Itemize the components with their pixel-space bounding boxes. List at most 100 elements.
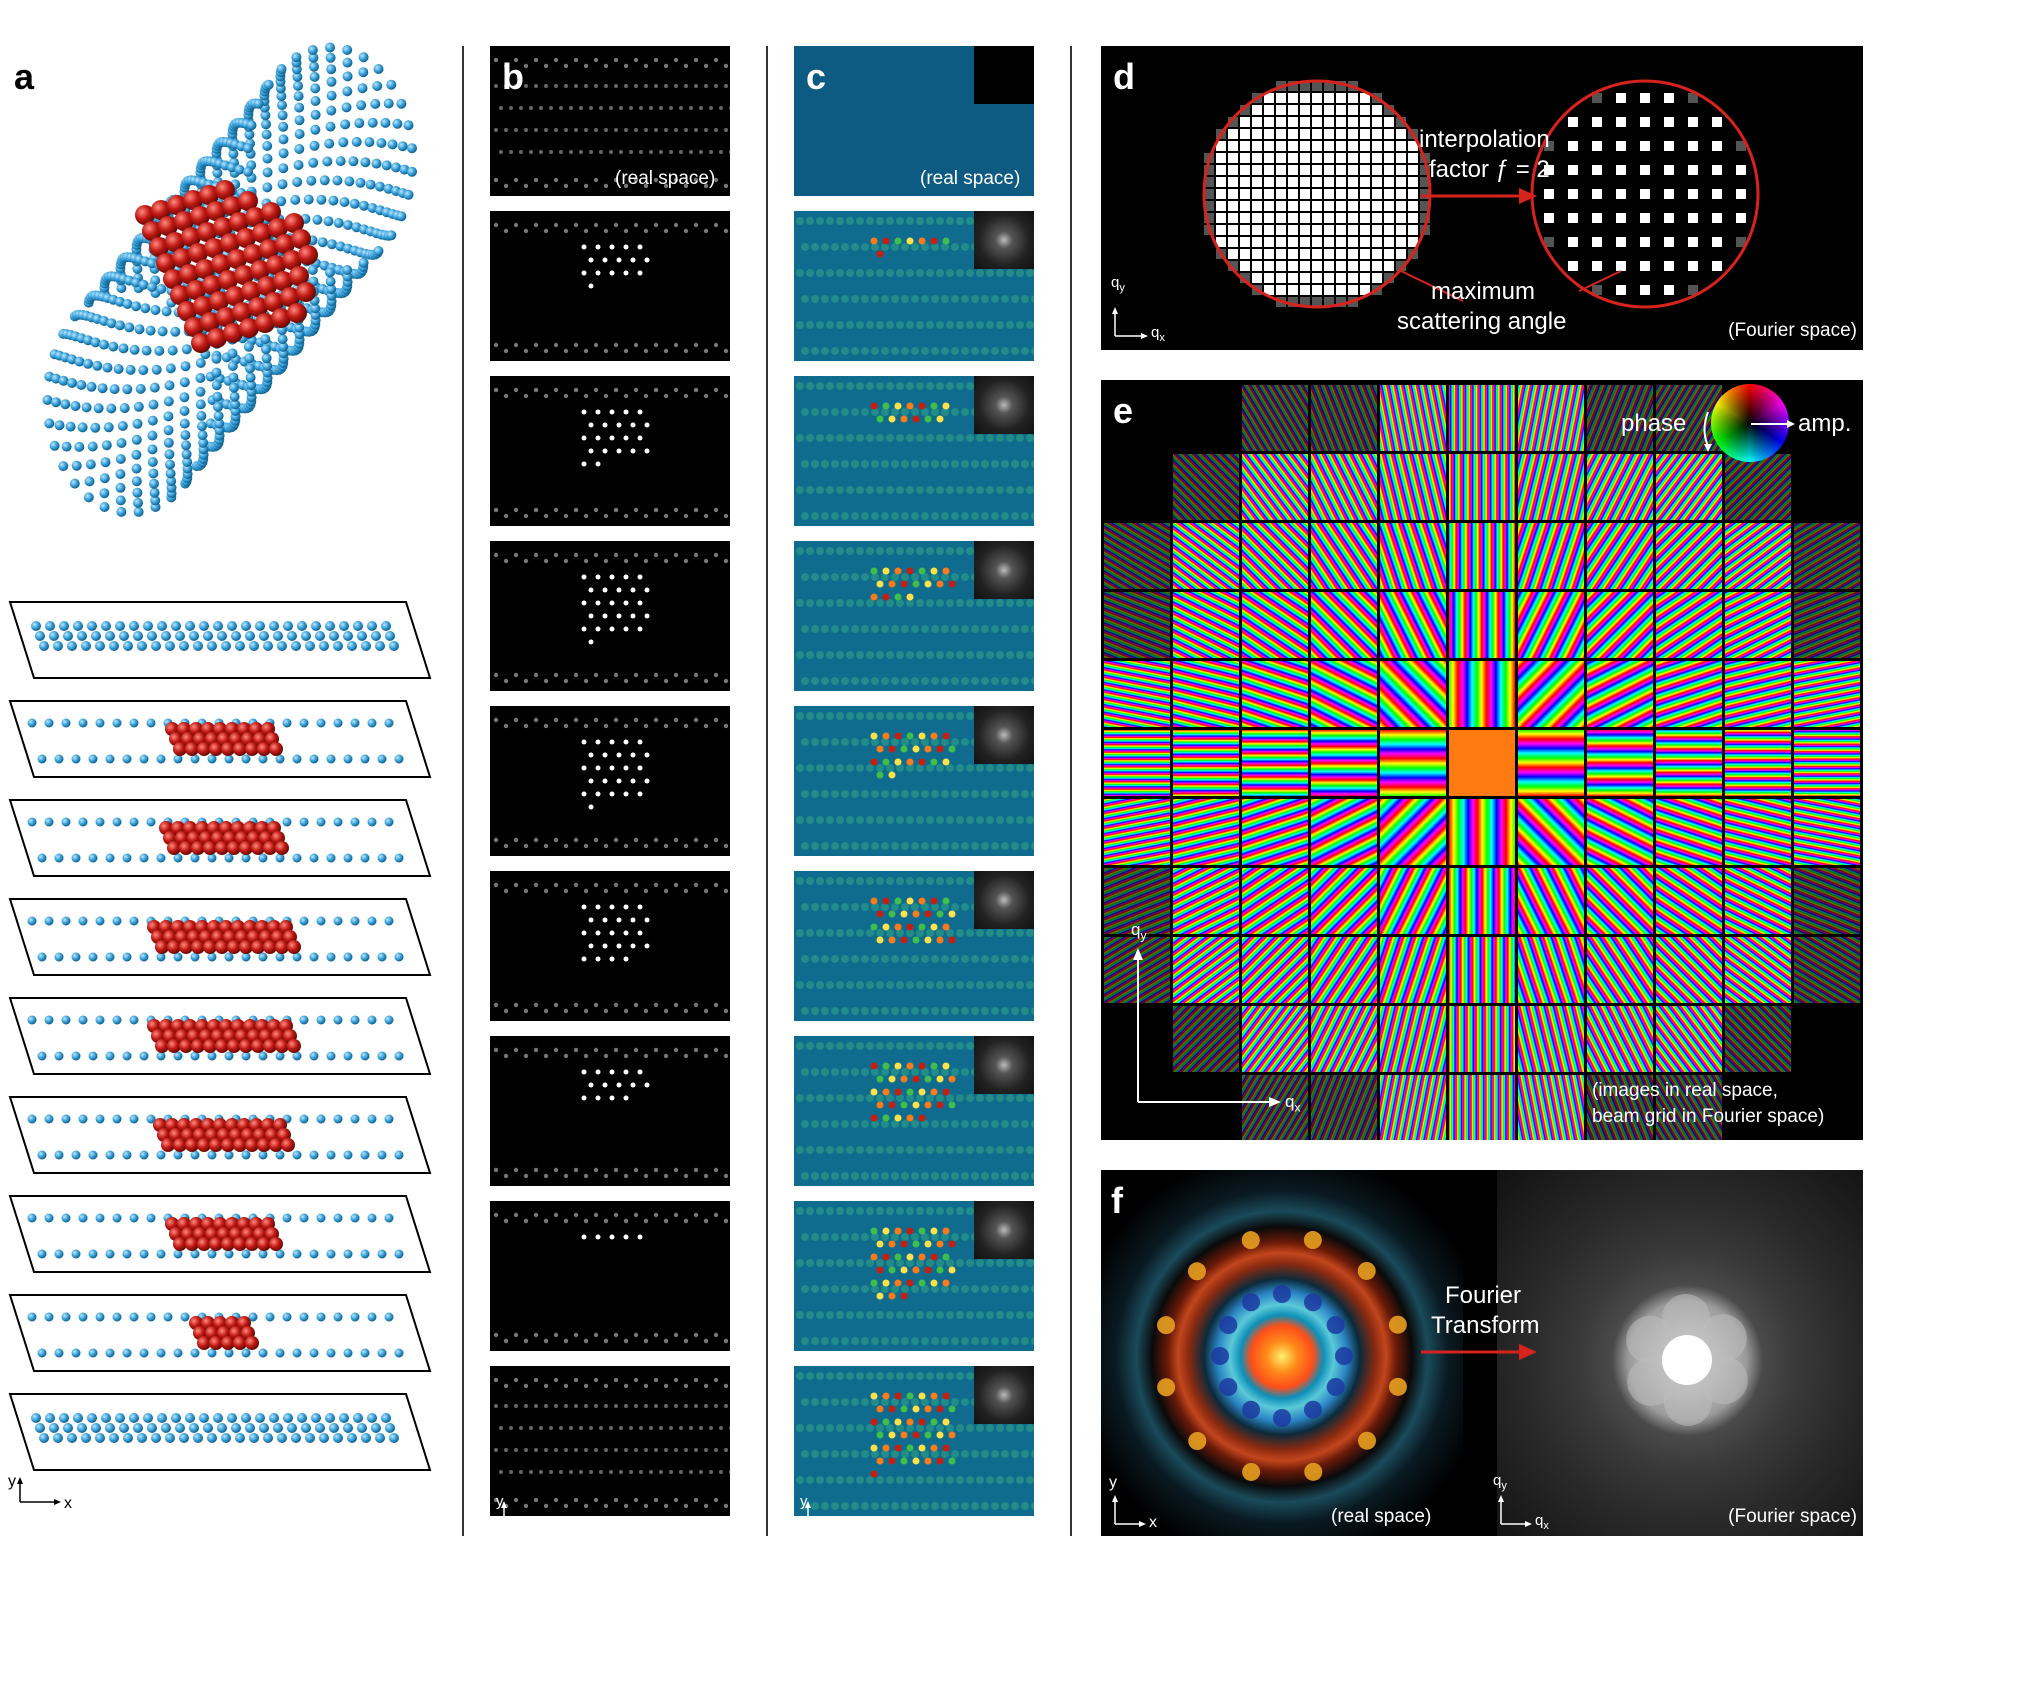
metal-atom xyxy=(213,217,233,237)
exit-wave-image xyxy=(794,376,1034,526)
carbon-atom xyxy=(156,284,167,294)
axis-f-y: y xyxy=(1109,1474,1117,1491)
axis-f-qx: qx xyxy=(1535,1512,1549,1532)
carbon-atom xyxy=(103,422,114,433)
metal-atom xyxy=(218,270,238,290)
carbon-atom xyxy=(83,335,93,346)
carbon-atom xyxy=(69,478,80,489)
metal-atom xyxy=(215,180,235,200)
carbon-atom xyxy=(262,167,273,178)
metal-atom xyxy=(234,265,254,285)
axis-a-y: y xyxy=(8,1473,16,1490)
metal-atom xyxy=(255,313,275,333)
carbon-atom xyxy=(60,399,71,410)
carbon-atom xyxy=(335,156,346,167)
carbon-atom xyxy=(262,141,273,151)
carbon-atom xyxy=(317,237,328,248)
carbon-atom xyxy=(83,492,94,503)
phase-tile xyxy=(1311,799,1377,865)
carbon-atom xyxy=(261,353,272,364)
carbon-atom xyxy=(195,358,206,368)
metal-atom xyxy=(239,318,259,338)
carbon-atom xyxy=(396,211,407,222)
phase-tile xyxy=(1518,799,1584,865)
carbon-atom xyxy=(360,157,371,168)
carbon-atom xyxy=(150,305,161,315)
diffraction-inset xyxy=(974,1201,1034,1259)
carbon-atom xyxy=(325,121,336,132)
metal-atom xyxy=(197,222,217,242)
carbon-atom xyxy=(141,345,152,356)
carbon-atom xyxy=(163,411,174,422)
phase-tile xyxy=(1311,937,1377,1003)
carbon-atom xyxy=(118,343,129,354)
phase-tile xyxy=(1380,868,1446,934)
phase-tile xyxy=(1587,1075,1653,1140)
carbon-atom xyxy=(131,463,142,474)
carbon-atom xyxy=(227,361,238,371)
phase-label: phase xyxy=(1621,410,1687,437)
carbon-atom xyxy=(365,179,376,190)
metal-atom xyxy=(195,259,215,279)
phase-tile xyxy=(1380,1075,1446,1140)
metal-atom xyxy=(188,243,208,263)
phase-tile xyxy=(1380,799,1446,865)
carbon-atom xyxy=(309,71,320,82)
metal-atom xyxy=(199,185,219,205)
carbon-atom xyxy=(358,52,369,63)
metal-atom xyxy=(282,250,302,270)
svg-text:y: y xyxy=(800,1494,808,1510)
axis-e-qx: qx xyxy=(1285,1092,1301,1115)
phase-tile xyxy=(1311,868,1377,934)
carbon-atom xyxy=(100,457,111,468)
phase-tile xyxy=(1794,730,1860,796)
phase-tile xyxy=(1656,937,1722,1003)
carbon-atom xyxy=(131,449,142,460)
carbon-atom xyxy=(253,98,264,109)
carbon-atom xyxy=(122,299,133,309)
carbon-atom xyxy=(349,198,360,209)
carbon-atom xyxy=(99,316,109,326)
carbon-atom xyxy=(341,102,352,113)
carbon-atom xyxy=(166,476,177,487)
panel-e: e phase amp. qy qx (images in real space… xyxy=(1101,380,1863,1140)
carbon-atom xyxy=(381,160,392,171)
phase-tile xyxy=(1587,454,1653,520)
carbon-atom xyxy=(212,167,223,178)
carbon-atom xyxy=(328,195,339,206)
carbon-atom xyxy=(326,64,337,75)
phase-tile xyxy=(1104,730,1170,796)
carbon-atom xyxy=(348,156,359,167)
carbon-atom xyxy=(211,367,222,378)
panel-label-d: d xyxy=(1113,56,1135,97)
phase-tile xyxy=(1518,1006,1584,1072)
carbon-atom xyxy=(179,392,190,403)
phase-tile xyxy=(1173,868,1239,934)
carbon-atom xyxy=(243,143,253,154)
carbon-atom xyxy=(133,401,144,412)
carbon-atom xyxy=(211,380,222,391)
carbon-atom xyxy=(307,265,318,275)
diffraction-inset xyxy=(974,541,1034,599)
phase-tile xyxy=(1587,592,1653,658)
phase-tile xyxy=(1173,454,1239,520)
metal-atom xyxy=(209,291,229,311)
carbon-atom xyxy=(180,361,191,372)
carbon-atom xyxy=(106,318,117,329)
divider-b-c xyxy=(766,46,768,1536)
diffraction-inset xyxy=(974,376,1034,434)
carbon-atom xyxy=(106,403,117,414)
carbon-atom xyxy=(243,166,253,177)
metal-atom xyxy=(181,227,201,247)
phase-tile xyxy=(1173,730,1239,796)
carbon-atom xyxy=(131,476,142,487)
carbon-atom xyxy=(145,325,156,336)
carbon-atom xyxy=(58,375,69,386)
metal-atom xyxy=(179,264,199,284)
carbon-atom xyxy=(342,57,353,68)
carbon-atom xyxy=(309,61,319,72)
carbon-atom xyxy=(51,397,61,408)
metal-atom xyxy=(183,190,203,210)
carbon-atom xyxy=(308,157,319,168)
carbon-atom xyxy=(316,194,327,205)
